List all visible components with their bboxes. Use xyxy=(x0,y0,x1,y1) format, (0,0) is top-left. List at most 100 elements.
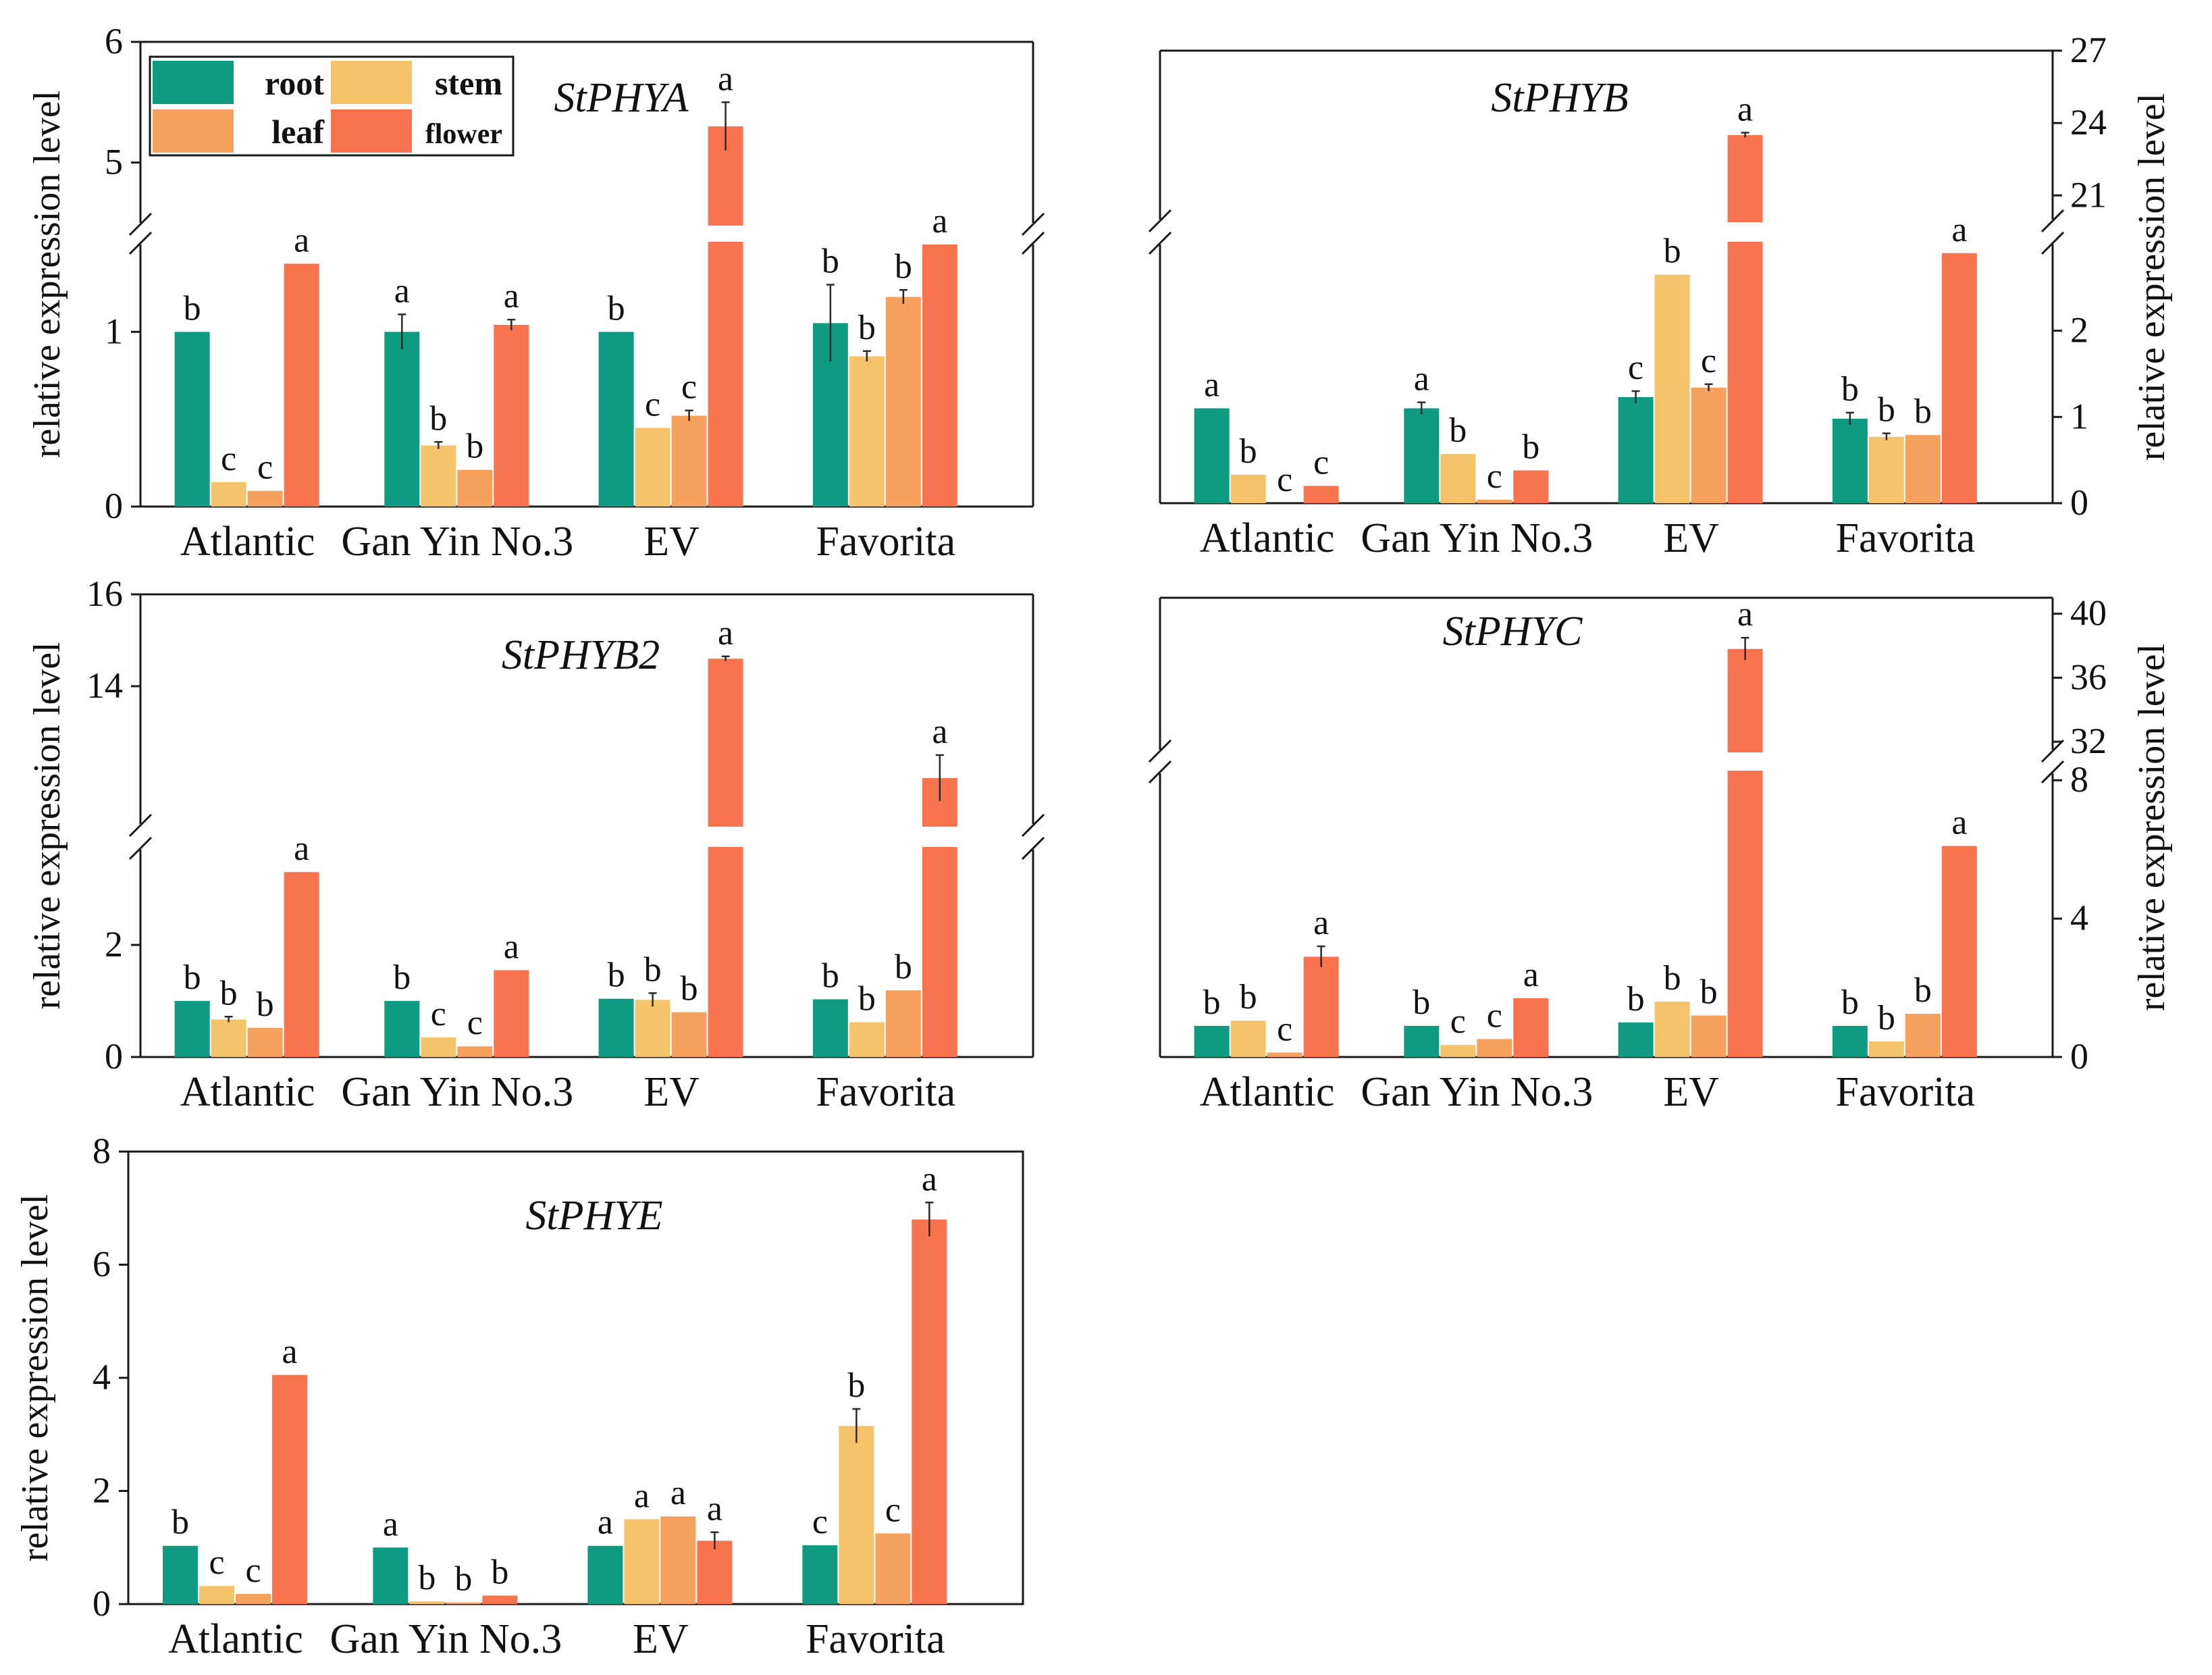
y-tick-label: 27 xyxy=(2070,30,2107,70)
chart-title: StPHYA xyxy=(554,75,689,121)
significance-letter: b xyxy=(1841,370,1859,409)
significance-letter: b xyxy=(858,980,876,1019)
y-tick-label: 8 xyxy=(93,1131,111,1171)
x-category-label: EV xyxy=(1663,515,1719,561)
y-axis-label: relative expression level xyxy=(14,1194,56,1562)
bar-leaf xyxy=(885,990,921,1057)
bar-flower xyxy=(708,126,743,507)
significance-letter: c xyxy=(467,1004,483,1042)
bar-break-gap xyxy=(1727,752,1764,771)
significance-letter: b xyxy=(491,1553,508,1591)
bar-break-gap xyxy=(921,827,958,847)
bar-leaf xyxy=(671,415,707,507)
bar-stem xyxy=(1230,1021,1266,1057)
bar-stem xyxy=(635,428,670,507)
bar-stem xyxy=(635,1000,670,1057)
bar-root xyxy=(384,1001,420,1057)
bar-root xyxy=(598,998,634,1057)
significance-letter: b xyxy=(895,948,912,986)
y-tick-label: 0 xyxy=(105,1036,123,1077)
bar-root xyxy=(1832,1025,1868,1057)
bar-break-gap xyxy=(707,226,744,242)
y-tick-label: 32 xyxy=(2070,721,2107,761)
significance-letter: c xyxy=(245,1551,261,1590)
y-tick-label: 4 xyxy=(93,1357,111,1397)
significance-letter: c xyxy=(645,386,660,424)
significance-letter: b xyxy=(1203,983,1221,1022)
bar-flower xyxy=(1513,470,1549,503)
significance-letter: a xyxy=(1737,595,1753,634)
significance-letter: b xyxy=(429,399,447,438)
bar-stem xyxy=(1230,474,1266,503)
axis-break-mark xyxy=(2040,231,2065,255)
bar-stem xyxy=(624,1519,660,1604)
significance-letter: a xyxy=(1313,904,1329,942)
significance-letter: b xyxy=(1700,973,1718,1012)
bar-stem xyxy=(409,1601,445,1604)
x-category-label: Gan Yin No.3 xyxy=(341,519,573,565)
legend-label-stem: stem xyxy=(435,64,502,102)
bar-flower xyxy=(1727,648,1763,1057)
bar-leaf xyxy=(457,1046,493,1057)
significance-letter: a xyxy=(282,1333,297,1371)
bar-stem xyxy=(211,1019,246,1057)
axis-break-mark xyxy=(128,813,153,838)
significance-letter: a xyxy=(294,221,309,259)
bar-stem xyxy=(421,1037,456,1057)
x-category-label: Gan Yin No.3 xyxy=(341,1069,573,1115)
significance-letter: c xyxy=(257,448,273,487)
x-category-label: EV xyxy=(1663,1069,1719,1115)
bar-root xyxy=(1618,1022,1654,1057)
bar-flower xyxy=(1303,956,1339,1057)
legend-swatch-flower xyxy=(331,109,412,153)
bar-root xyxy=(598,332,634,507)
significance-letter: a xyxy=(1523,956,1539,994)
significance-letter: b xyxy=(1841,983,1859,1022)
axis-break-mark xyxy=(128,231,153,255)
bar-root xyxy=(174,332,210,507)
bar-stem xyxy=(211,482,246,507)
bar-root xyxy=(373,1547,409,1604)
bar-stem xyxy=(199,1586,234,1604)
significance-letter: a xyxy=(670,1474,686,1512)
bar-leaf xyxy=(671,1012,707,1057)
axis-break-mark xyxy=(2040,760,2065,784)
y-tick-label: 6 xyxy=(105,21,123,61)
significance-letter: c xyxy=(1701,342,1716,380)
y-tick-label: 0 xyxy=(2070,482,2088,523)
bar-flower xyxy=(482,1595,518,1604)
bar-root xyxy=(587,1545,623,1604)
bar-flower xyxy=(284,872,319,1057)
y-tick-label: 2 xyxy=(2070,310,2088,351)
significance-letter: b xyxy=(822,242,839,280)
significance-letter: b xyxy=(858,309,876,347)
y-tick-label: 8 xyxy=(2070,759,2088,800)
legend-label-leaf: leaf xyxy=(271,113,325,151)
significance-letter: b xyxy=(454,1560,472,1598)
y-tick-label: 0 xyxy=(105,486,123,526)
significance-letter: b xyxy=(1413,983,1430,1022)
axis-break-mark xyxy=(2040,209,2065,233)
significance-letter: c xyxy=(1277,461,1292,499)
significance-letter: a xyxy=(383,1505,398,1543)
x-category-label: EV xyxy=(633,1616,689,1662)
y-axis-label: relative expression level xyxy=(2131,93,2173,461)
x-category-label: Favorita xyxy=(1836,515,1976,561)
bar-flower xyxy=(1941,846,1977,1057)
chart-title: StPHYB xyxy=(1491,75,1628,121)
axis-break-mark xyxy=(1021,836,1045,860)
significance-letter: b xyxy=(220,974,238,1012)
y-tick-label: 4 xyxy=(2070,898,2088,938)
significance-letter: b xyxy=(184,289,201,328)
x-category-label: Favorita xyxy=(816,519,956,565)
significance-letter: b xyxy=(393,958,411,997)
y-tick-label: 36 xyxy=(2070,656,2107,697)
bar-leaf xyxy=(1905,1013,1941,1057)
significance-letter: a xyxy=(1951,211,1967,249)
significance-letter: c xyxy=(431,995,446,1033)
bar-stem xyxy=(839,1426,874,1604)
significance-letter: c xyxy=(221,440,236,478)
axis-break-mark xyxy=(1148,760,1172,784)
y-tick-label: 21 xyxy=(2070,174,2107,215)
